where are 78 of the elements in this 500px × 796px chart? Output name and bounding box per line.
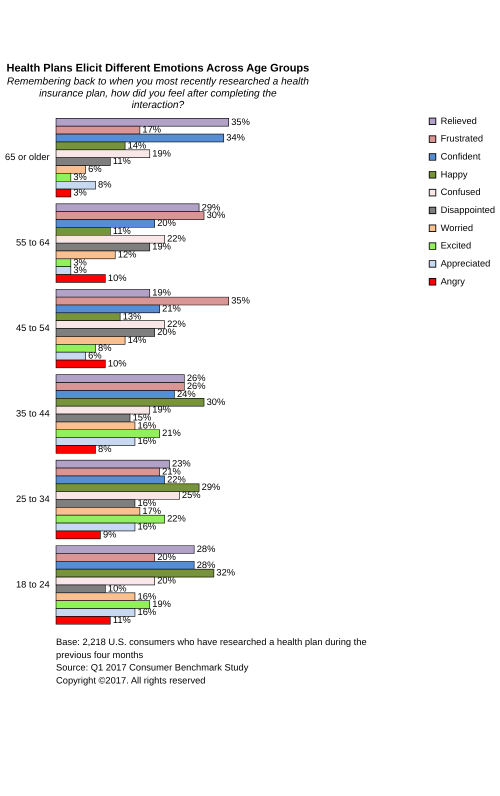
data-label: 20% [157, 327, 176, 338]
data-label: 21% [162, 428, 181, 438]
data-label: 10% [108, 358, 127, 368]
y-tick-label: 35 to 44 [16, 408, 50, 419]
data-label: 34% [226, 132, 245, 143]
data-label: 28% [196, 560, 216, 570]
data-label: 11% [112, 614, 131, 625]
data-label: 35% [231, 116, 250, 127]
data-label: 19% [152, 288, 171, 298]
data-label: 10% [108, 273, 127, 284]
data-label: 8% [98, 444, 112, 454]
data-label: 22% [167, 514, 186, 524]
chart-subtitle: Remembering back to when you most recently researched a health insurance plan, how did you feel after completing the interaction? [6, 76, 310, 112]
data-label: 16% [138, 591, 156, 602]
data-label: 3% [73, 265, 87, 276]
y-tick-label: 65 or older [5, 152, 50, 162]
legend-label: Confident [440, 152, 481, 162]
data-label: 11% [112, 226, 131, 236]
legend-label: Worried [440, 222, 474, 233]
data-label: 17% [142, 506, 162, 516]
data-label: 8% [98, 180, 112, 190]
data-label: 32% [216, 568, 236, 578]
text: Copyright ©2017. All rights reserved [56, 675, 206, 686]
data-label: 30% [206, 396, 226, 407]
data-label: 16% [138, 607, 156, 618]
data-label: 26% [186, 373, 206, 384]
y-tick-label: 25 to 34 [16, 494, 50, 504]
data-label: 20% [157, 218, 176, 228]
data-label: 23% [172, 458, 191, 469]
data-label: 20% [157, 552, 176, 562]
data-label: 30% [206, 210, 226, 220]
data-label: 19% [152, 599, 171, 610]
legend-label: Appreciated [440, 258, 490, 268]
data-label: 3% [73, 188, 87, 198]
data-label: 6% [88, 164, 102, 174]
legend-label: Disappointed [440, 204, 496, 215]
y-tick-label: 45 to 54 [16, 323, 50, 334]
legend-label: Happy [440, 169, 468, 180]
source-note: Source: Q1 2017 Consumer Benchmark Study [56, 662, 249, 673]
data-label: 13% [122, 311, 142, 322]
data-label: 29% [202, 482, 220, 492]
legend-label: Confused [440, 187, 481, 198]
data-label: 29% [202, 202, 220, 212]
data-label: 15% [132, 412, 152, 423]
data-label: 20% [157, 576, 176, 586]
text: Base: 2,218 U.S. consumers who have researched a health plan during the previous four months [56, 637, 367, 660]
data-label: 6% [88, 350, 102, 361]
legend-label: Angry [440, 276, 466, 286]
data-label: 21% [162, 303, 181, 314]
data-label: 16% [138, 498, 156, 508]
data-label: 3% [73, 257, 87, 268]
data-label: 22% [167, 319, 186, 330]
data-label: 16% [138, 436, 156, 446]
data-label: 25% [182, 490, 201, 500]
chart-title: Health Plans Elicit Different Emotions Across Age Groups [6, 62, 310, 75]
legend-label: Frustrated [440, 134, 484, 144]
data-label: 22% [167, 474, 186, 484]
data-label: 14% [128, 140, 146, 150]
data-label: 16% [138, 522, 156, 532]
data-label: 35% [231, 296, 250, 306]
legend-label: Excited [440, 240, 472, 251]
data-label: 26% [186, 381, 206, 392]
data-label: 24% [176, 388, 196, 399]
data-label: 28% [196, 544, 216, 554]
y-tick-label: 55 to 64 [16, 238, 50, 248]
data-label: 12% [118, 249, 136, 260]
data-label: 3% [73, 172, 87, 182]
data-label: 10% [108, 583, 127, 594]
data-label: 16% [138, 420, 156, 430]
data-label: 14% [128, 334, 146, 345]
legend-label: Relieved [440, 116, 477, 126]
data-label: 22% [167, 234, 186, 244]
data-label: 19% [152, 148, 171, 158]
data-label: 9% [102, 529, 116, 540]
data-label: 8% [98, 342, 112, 353]
data-label: 19% [152, 242, 171, 252]
y-tick-label: 18 to 24 [16, 579, 50, 590]
data-label: 21% [162, 466, 181, 477]
